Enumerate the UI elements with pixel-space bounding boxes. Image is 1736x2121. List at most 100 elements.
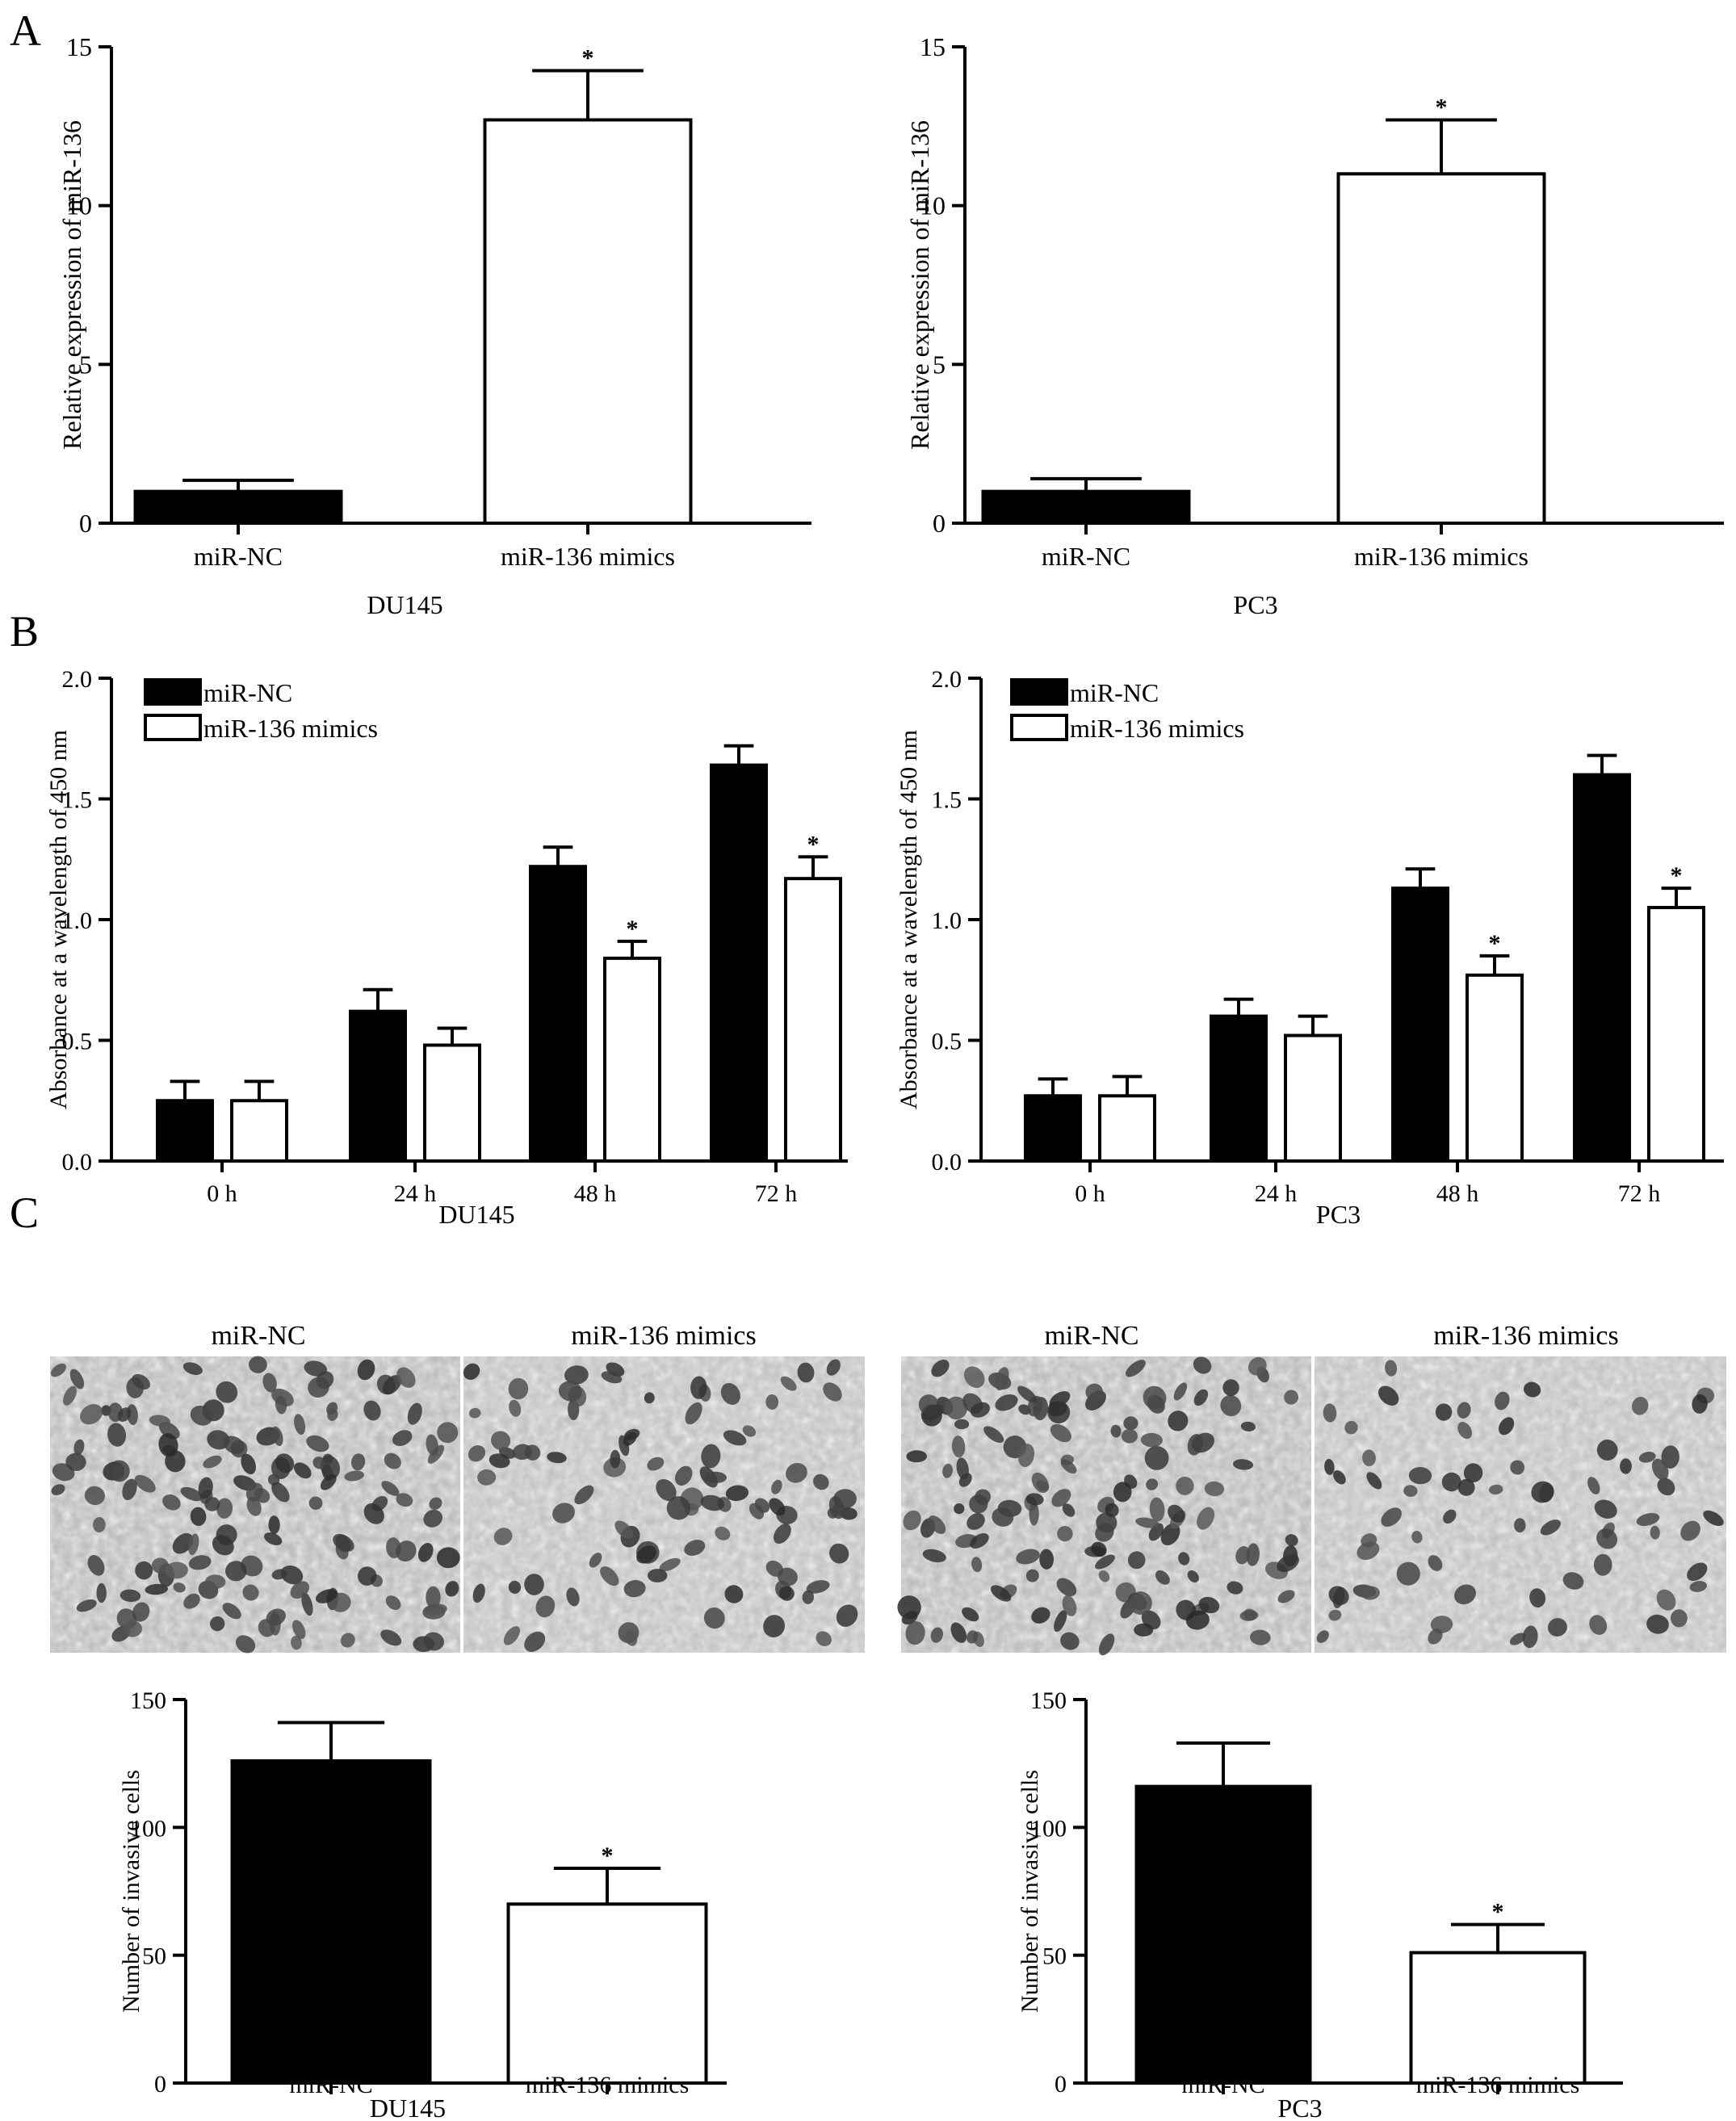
bar-mir-nc <box>1134 1784 1312 2085</box>
cell <box>1498 1417 1515 1436</box>
y-tick-label: 0.0 <box>932 1149 962 1176</box>
significance-marker: * <box>1671 862 1683 889</box>
cell <box>1056 1578 1077 1597</box>
x-tick-label: miR-NC <box>289 2072 372 2098</box>
y-tick-label: 100 <box>1030 1815 1067 1842</box>
cell <box>1057 1525 1073 1542</box>
cell <box>685 1402 702 1425</box>
cell <box>1650 1525 1660 1540</box>
significance-marker: * <box>1489 930 1501 957</box>
bar-mir-136-mimics <box>784 877 842 1163</box>
cell <box>363 1400 381 1421</box>
cell <box>120 1589 141 1603</box>
cell <box>508 1377 529 1400</box>
cell <box>308 1496 323 1510</box>
cell <box>294 1414 306 1436</box>
cell <box>1509 1633 1526 1645</box>
y-tick-label: 15 <box>920 32 946 61</box>
chart-c-du145: 0 50 100 150 Number of invasive cells miR-NC *… <box>118 1687 727 2121</box>
cell <box>188 1555 212 1570</box>
cell <box>1110 1424 1122 1438</box>
y-tick-label: 150 <box>130 1687 166 1714</box>
legend-swatch <box>1010 714 1068 741</box>
cell <box>802 1590 815 1604</box>
cell <box>720 1382 740 1406</box>
bar-mir-nc <box>529 865 587 1163</box>
cell <box>1638 1452 1656 1463</box>
cell <box>1378 1385 1399 1406</box>
y-tick-label: 1.5 <box>932 787 962 814</box>
cell <box>1324 1458 1335 1475</box>
significance-marker: * <box>1492 1899 1504 1926</box>
cell <box>1411 1531 1423 1544</box>
panel-letter-c: C <box>10 1188 39 1237</box>
cell <box>647 1569 668 1582</box>
cell <box>967 1630 979 1644</box>
x-tick-label: 48 h <box>1436 1180 1479 1207</box>
cell <box>249 1356 267 1373</box>
cell <box>392 1430 413 1446</box>
cell <box>108 1460 130 1482</box>
micrograph-du145-nc <box>50 1356 460 1654</box>
cell <box>491 1431 511 1450</box>
bar-mir-136-mimics <box>1098 1094 1156 1163</box>
cell <box>477 1469 497 1486</box>
cell <box>1235 1546 1251 1565</box>
cell <box>797 1362 815 1383</box>
panel-letter-b: B <box>10 607 39 656</box>
micrograph-du145-mimics <box>463 1356 865 1653</box>
cell <box>51 1484 65 1495</box>
cell <box>320 1473 337 1490</box>
cell <box>836 1604 858 1627</box>
cell <box>1547 1618 1567 1637</box>
cell <box>1095 1554 1115 1570</box>
x-tick-label: miR-136 mimics <box>1354 542 1528 571</box>
y-tick-label: 0 <box>933 509 946 538</box>
cell <box>823 1382 842 1402</box>
cell <box>763 1615 786 1638</box>
cell <box>684 1540 706 1556</box>
cell <box>489 1453 510 1469</box>
legend-label: miR-136 mimics <box>203 714 378 743</box>
cell <box>333 1533 354 1552</box>
y-tick-label: 1.5 <box>62 787 93 814</box>
cell <box>312 1457 326 1469</box>
bar-mir-136-mimics <box>1284 1033 1342 1163</box>
cell <box>1160 1523 1180 1546</box>
y-tick-label: 0.0 <box>62 1149 93 1176</box>
cell <box>132 1373 150 1390</box>
cell <box>437 1422 459 1444</box>
cell <box>1631 1397 1649 1415</box>
cell <box>1651 1458 1669 1481</box>
cell <box>905 1621 925 1645</box>
cell <box>1692 1394 1708 1414</box>
cell <box>1232 1459 1254 1470</box>
cell <box>275 1395 287 1415</box>
x-tick-label: 48 h <box>574 1180 617 1207</box>
cell <box>262 1373 277 1393</box>
x-tick-label: 72 h <box>755 1180 798 1207</box>
bar-mir-nc <box>349 1009 407 1163</box>
x-tick-label: miR-NC <box>194 542 283 571</box>
cell <box>1328 1586 1349 1606</box>
x-axis-label: DU145 <box>367 590 442 619</box>
legend: miR-NC miR-136 mimics <box>1010 678 1244 743</box>
micrograph-pc3-nc <box>897 1356 1311 1656</box>
photo-label-du145-nc: miR-NC <box>211 1321 305 1351</box>
cell <box>829 1543 849 1564</box>
cell <box>954 1503 965 1515</box>
cell <box>1051 1489 1071 1507</box>
cell <box>995 1367 1009 1391</box>
cell <box>407 1402 422 1425</box>
y-tick-label: 10 <box>66 191 92 220</box>
cell <box>1239 1610 1259 1621</box>
chart-a-du145: 0 5 10 15 Relative expression of miR-136 miR-… <box>57 32 811 619</box>
cell <box>1031 1607 1050 1624</box>
bar-mir-nc <box>1210 1014 1268 1163</box>
cell <box>80 1404 103 1425</box>
cell <box>396 1540 417 1562</box>
cell <box>1316 1630 1329 1643</box>
cell <box>241 1453 257 1475</box>
cell <box>1227 1581 1243 1595</box>
cell <box>205 1574 226 1590</box>
